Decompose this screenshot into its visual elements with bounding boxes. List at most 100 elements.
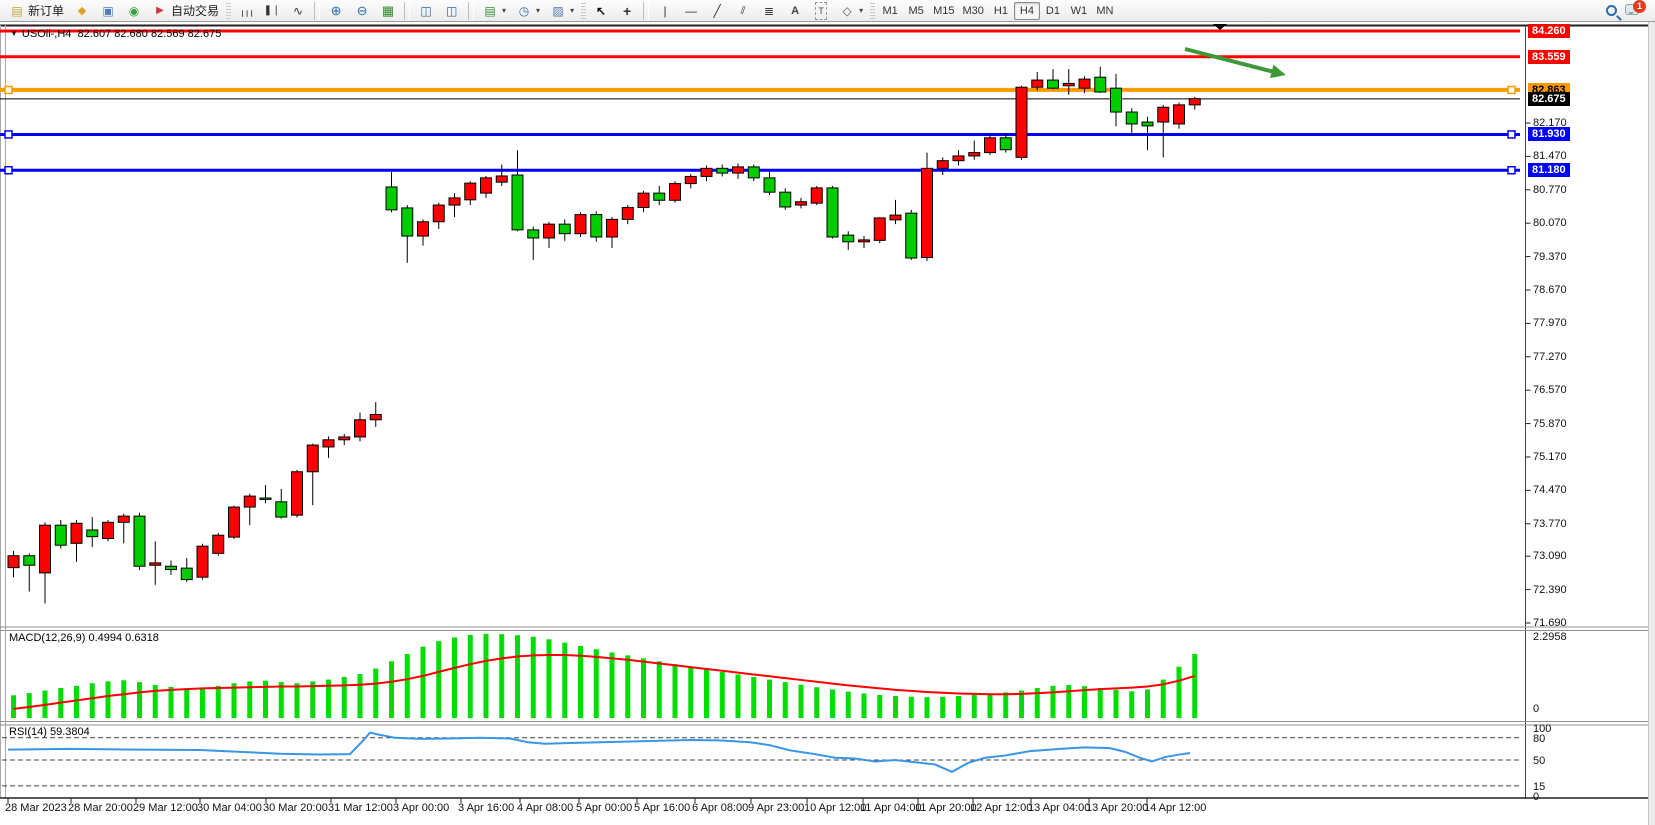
tab-m30[interactable]: M30	[962, 4, 984, 17]
text-button[interactable]	[782, 1, 808, 21]
rsi-pane	[2, 731, 1520, 787]
price-badge-81.180: 81.180	[1528, 163, 1570, 178]
bar-chart-icon	[238, 3, 254, 19]
price-tick-label: 81.470	[1533, 150, 1567, 163]
shapes-button[interactable]: ▾	[834, 1, 868, 21]
terminal-button[interactable]	[95, 1, 121, 21]
time-tick-label: 5 Apr 16:00	[634, 802, 691, 814]
time-tick-label: 14 Apr 12:00	[1144, 802, 1207, 814]
profile-prev-button[interactable]	[439, 1, 465, 21]
price-tick-label: 75.870	[1533, 417, 1567, 430]
line-chart-button[interactable]	[285, 1, 311, 21]
time-tick-label: 30 Mar 04:00	[197, 802, 262, 814]
profile-next-button[interactable]	[413, 1, 439, 21]
time-tick-label: 9 Apr 23:00	[748, 802, 805, 814]
fibonacci-button[interactable]	[756, 1, 782, 21]
profile-next-icon	[418, 3, 434, 19]
chevron-down-icon[interactable]: ▼	[10, 29, 18, 38]
rsi-line	[7, 731, 1191, 773]
price-badge-83.559: 83.559	[1528, 49, 1570, 64]
channel-button[interactable]	[730, 1, 756, 21]
terminal-icon	[100, 3, 116, 19]
zoom-out-button[interactable]	[349, 1, 375, 21]
cursor-button[interactable]	[588, 1, 614, 21]
macd-axis-max: 2.2958	[1533, 631, 1567, 643]
new-chart-icon	[482, 3, 498, 19]
rsi-tick-label: 50	[1533, 755, 1546, 767]
price-tick-label: 72.390	[1533, 583, 1567, 596]
rsi-tick-label: 100	[1533, 723, 1552, 735]
notifications-button[interactable]: 1	[1625, 0, 1646, 18]
tab-mn[interactable]: MN	[1096, 4, 1114, 17]
crosshair-icon	[619, 3, 635, 19]
new-order-button[interactable]: 新订单	[4, 1, 69, 21]
vertical-line-button[interactable]	[652, 1, 678, 21]
chart-frame	[0, 24, 1655, 803]
tab-m1[interactable]: M1	[882, 4, 898, 17]
tab-h4[interactable]: H4	[1013, 1, 1040, 20]
chevron-down-icon: ▾	[502, 6, 507, 15]
candles	[7, 66, 1201, 604]
templates-button[interactable]: ▾	[545, 1, 579, 21]
macd-signal-line	[13, 654, 1196, 710]
zoom-out-icon	[354, 3, 370, 19]
price-tick-label: 71.690	[1533, 617, 1567, 629]
candlestick-chart-button[interactable]	[259, 1, 285, 21]
sound-button[interactable]	[121, 1, 147, 21]
new-order-icon	[9, 3, 25, 19]
price-tick-label: 78.670	[1533, 283, 1567, 296]
market-watch-icon	[74, 3, 90, 19]
autotrade-label: 自动交易	[171, 4, 220, 18]
horizontal-line-button[interactable]	[678, 1, 704, 21]
price-badge-81.930: 81.930	[1528, 127, 1570, 142]
chart-ohlc-values: 82.607 82.680 82.569 82.675	[77, 28, 222, 40]
chart-title: ▼ USOil-,H4 82.607 82.680 82.569 82.675	[10, 28, 221, 40]
price-tick-label: 76.570	[1533, 384, 1567, 397]
tab-w1[interactable]: W1	[1070, 4, 1088, 17]
bar-chart-button[interactable]	[233, 1, 259, 21]
time-tick-label: 29 Mar 12:00	[133, 802, 198, 814]
price-badge-84.260: 84.260	[1528, 24, 1570, 38]
periods-button[interactable]: ▾	[511, 1, 545, 21]
time-tick-label: 3 Apr 00:00	[393, 802, 450, 814]
trend-arrow-annotation[interactable]	[1184, 47, 1286, 79]
time-tick-label: 13 Apr 04:00	[1028, 802, 1091, 814]
separator	[643, 1, 650, 20]
tile-windows-button[interactable]	[375, 1, 401, 21]
crosshair-button[interactable]	[614, 1, 640, 21]
chart-shift-marker[interactable]	[1213, 24, 1227, 30]
market-watch-button[interactable]	[69, 1, 95, 21]
sound-icon	[126, 3, 142, 19]
chart-canvas[interactable]	[0, 22, 1655, 825]
macd-axis-zero: 0	[1533, 703, 1540, 715]
new-chart-button[interactable]: ▾	[477, 1, 511, 21]
text-label-button[interactable]	[808, 1, 834, 21]
horizontal-line-icon	[683, 3, 699, 19]
rsi-tick-label: 0	[1533, 791, 1540, 803]
price-tick-label: 77.970	[1533, 317, 1567, 330]
shapes-icon	[839, 3, 855, 19]
price-tick-label: 74.470	[1533, 484, 1567, 497]
price-tick-label: 80.070	[1533, 217, 1567, 230]
trendline-button[interactable]	[704, 1, 730, 21]
autotrade-button[interactable]: 自动交易	[147, 1, 224, 21]
level-lines[interactable]	[0, 29, 1520, 175]
tab-d1[interactable]: D1	[1045, 4, 1060, 17]
price-tick-label: 80.770	[1533, 183, 1567, 196]
tab-h1[interactable]: H1	[993, 4, 1008, 17]
toolbar-grip	[581, 2, 587, 19]
separator	[314, 1, 321, 20]
tab-m15[interactable]: M15	[933, 4, 955, 17]
price-tick-label: 77.270	[1533, 350, 1567, 363]
zoom-in-button[interactable]	[323, 1, 349, 21]
time-tick-label: 13 Apr 20:00	[1086, 802, 1149, 814]
price-tick-label: 73.090	[1533, 550, 1567, 563]
tile-windows-icon	[380, 3, 396, 19]
time-tick-label: 12 Apr 12:00	[970, 802, 1033, 814]
profile-prev-icon	[444, 3, 460, 19]
time-tick-label: 6 Apr 08:00	[692, 802, 749, 814]
search-icon[interactable]	[1606, 5, 1617, 16]
tab-m5[interactable]: M5	[908, 4, 924, 17]
chart-symbol-period: USOil-,H4	[21, 28, 72, 40]
chart-window[interactable]: ▼ USOil-,H4 82.607 82.680 82.569 82.675 M…	[0, 22, 1655, 825]
